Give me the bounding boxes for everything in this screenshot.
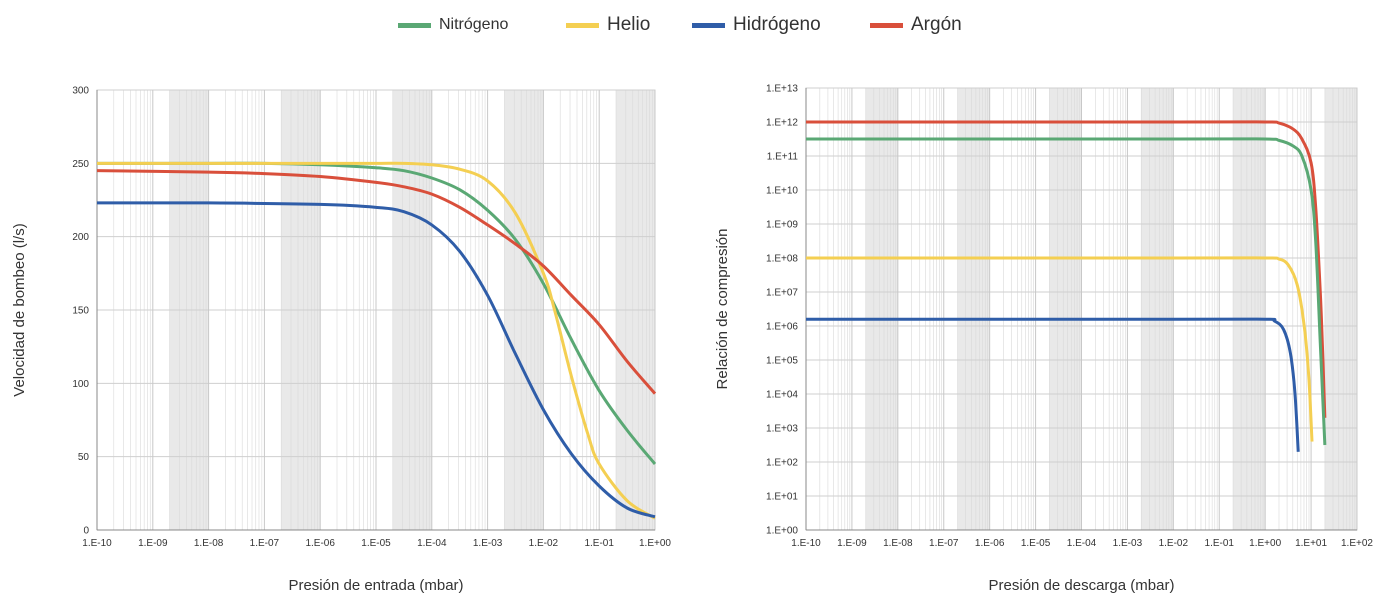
x-tick-label: 1.E+00 bbox=[639, 538, 671, 549]
y-tick-label: 1.E+05 bbox=[766, 356, 798, 367]
y-tick-label: 150 bbox=[72, 306, 89, 317]
legend-item-nitrogeno: Nitrógeno bbox=[398, 10, 508, 40]
legend-swatch-hidrogeno bbox=[692, 22, 725, 28]
x-tick-label: 1.E-04 bbox=[1067, 538, 1097, 549]
y-axis-title: Relación de compresión bbox=[714, 229, 731, 390]
x-tick-label: 1.E-06 bbox=[305, 538, 335, 549]
x-tick-label: 1.E-05 bbox=[361, 538, 391, 549]
series-line-argon bbox=[806, 120, 1327, 418]
x-axis-title: Presión de descarga (mbar) bbox=[989, 577, 1175, 594]
x-tick-label: 1.E+02 bbox=[1341, 538, 1373, 549]
decade-band bbox=[1141, 88, 1174, 530]
series-line-hidrogeno bbox=[805, 317, 1300, 452]
x-tick-label: 1.E-08 bbox=[883, 538, 913, 549]
x-tick-label: 1.E-07 bbox=[250, 538, 280, 549]
chart-legend: Nitrógeno Helio Hidrógeno Argón bbox=[0, 10, 1374, 40]
x-tick-label: 1.E-10 bbox=[791, 538, 821, 549]
x-tick-label: 1.E-08 bbox=[194, 538, 224, 549]
legend-item-helio: Helio bbox=[566, 10, 650, 40]
x-tick-label: 1.E-02 bbox=[529, 538, 559, 549]
x-tick-label: 1.E-04 bbox=[417, 538, 447, 549]
y-tick-label: 1.E+03 bbox=[766, 424, 798, 435]
y-tick-label: 250 bbox=[72, 159, 89, 170]
x-tick-label: 1.E-03 bbox=[1113, 538, 1143, 549]
x-tick-label: 1.E+00 bbox=[1249, 538, 1281, 549]
series-line-helio bbox=[97, 161, 656, 520]
pumping-speed-chart: 1.E-10 1.E-09 1.E-08 1.E-07 1.E-06 1.E-05 1.E-… bbox=[11, 86, 671, 595]
y-tick-label: 300 bbox=[72, 86, 89, 97]
series-line-argon bbox=[96, 169, 657, 395]
decade-band bbox=[1049, 88, 1082, 530]
decade-band bbox=[1233, 88, 1266, 530]
y-tick-label: 1.E+11 bbox=[767, 152, 799, 163]
y-tick-label: 1.E+13 bbox=[766, 84, 798, 95]
y-tick-label: 1.E+02 bbox=[766, 458, 798, 469]
y-tick-label: 0 bbox=[83, 526, 89, 537]
y-tick-label: 1.E+08 bbox=[766, 254, 798, 265]
x-tick-label: 1.E-02 bbox=[1159, 538, 1189, 549]
y-tick-label: 200 bbox=[72, 232, 89, 243]
x-tick-label: 1.E-06 bbox=[975, 538, 1005, 549]
decade-band bbox=[865, 88, 898, 530]
series-line-hidrogeno bbox=[96, 201, 656, 519]
x-axis-title: Presión de entrada (mbar) bbox=[288, 577, 463, 594]
legend-label-hidrogeno: Hidrógeno bbox=[733, 14, 821, 35]
y-tick-label: 1.E+10 bbox=[766, 186, 798, 197]
x-tick-label: 1.E-07 bbox=[929, 538, 959, 549]
legend-swatch-nitrogeno bbox=[398, 22, 431, 28]
x-tick-label: 1.E-01 bbox=[1205, 538, 1235, 549]
x-tick-label: 1.E-05 bbox=[1021, 538, 1051, 549]
y-tick-label: 1.E+06 bbox=[766, 322, 798, 333]
y-tick-label: 1.E+00 bbox=[766, 526, 798, 537]
x-tick-label: 1.E-09 bbox=[837, 538, 867, 549]
decade-band bbox=[1324, 88, 1357, 530]
x-tick-label: 1.E-03 bbox=[473, 538, 503, 549]
decade-band bbox=[957, 88, 990, 530]
series-line-nitrogeno bbox=[806, 137, 1327, 446]
y-tick-label: 50 bbox=[78, 452, 90, 463]
x-tick-label: 1.E-09 bbox=[138, 538, 168, 549]
y-tick-label: 1.E+12 bbox=[766, 118, 798, 129]
x-tick-label: 1.E+01 bbox=[1295, 538, 1327, 549]
x-tick-label: 1.E-01 bbox=[584, 538, 614, 549]
y-tick-label: 1.E+09 bbox=[766, 220, 798, 231]
y-tick-label: 1.E+07 bbox=[766, 288, 798, 299]
legend-label-argon: Argón bbox=[911, 14, 962, 35]
legend-swatch-argon bbox=[870, 22, 903, 28]
legend-item-argon: Argón bbox=[870, 10, 962, 40]
legend-label-helio: Helio bbox=[607, 14, 651, 35]
x-tick-label: 1.E-10 bbox=[82, 538, 112, 549]
y-axis-title: Velocidad de bombeo (l/s) bbox=[11, 223, 28, 396]
y-tick-label: 100 bbox=[72, 379, 89, 390]
legend-swatch-helio bbox=[566, 22, 599, 28]
compression-ratio-chart: 1.E-10 1.E-09 1.E-08 1.E-07 1.E-06 1.E-05 1.E-… bbox=[714, 84, 1373, 595]
y-tick-label: 1.E+04 bbox=[766, 390, 798, 401]
series-line-helio bbox=[805, 256, 1314, 442]
y-tick-label: 1.E+01 bbox=[766, 492, 798, 503]
legend-label-nitrogeno: Nitrógeno bbox=[439, 16, 509, 33]
legend-item-hidrogeno: Hidrógeno bbox=[692, 10, 821, 40]
